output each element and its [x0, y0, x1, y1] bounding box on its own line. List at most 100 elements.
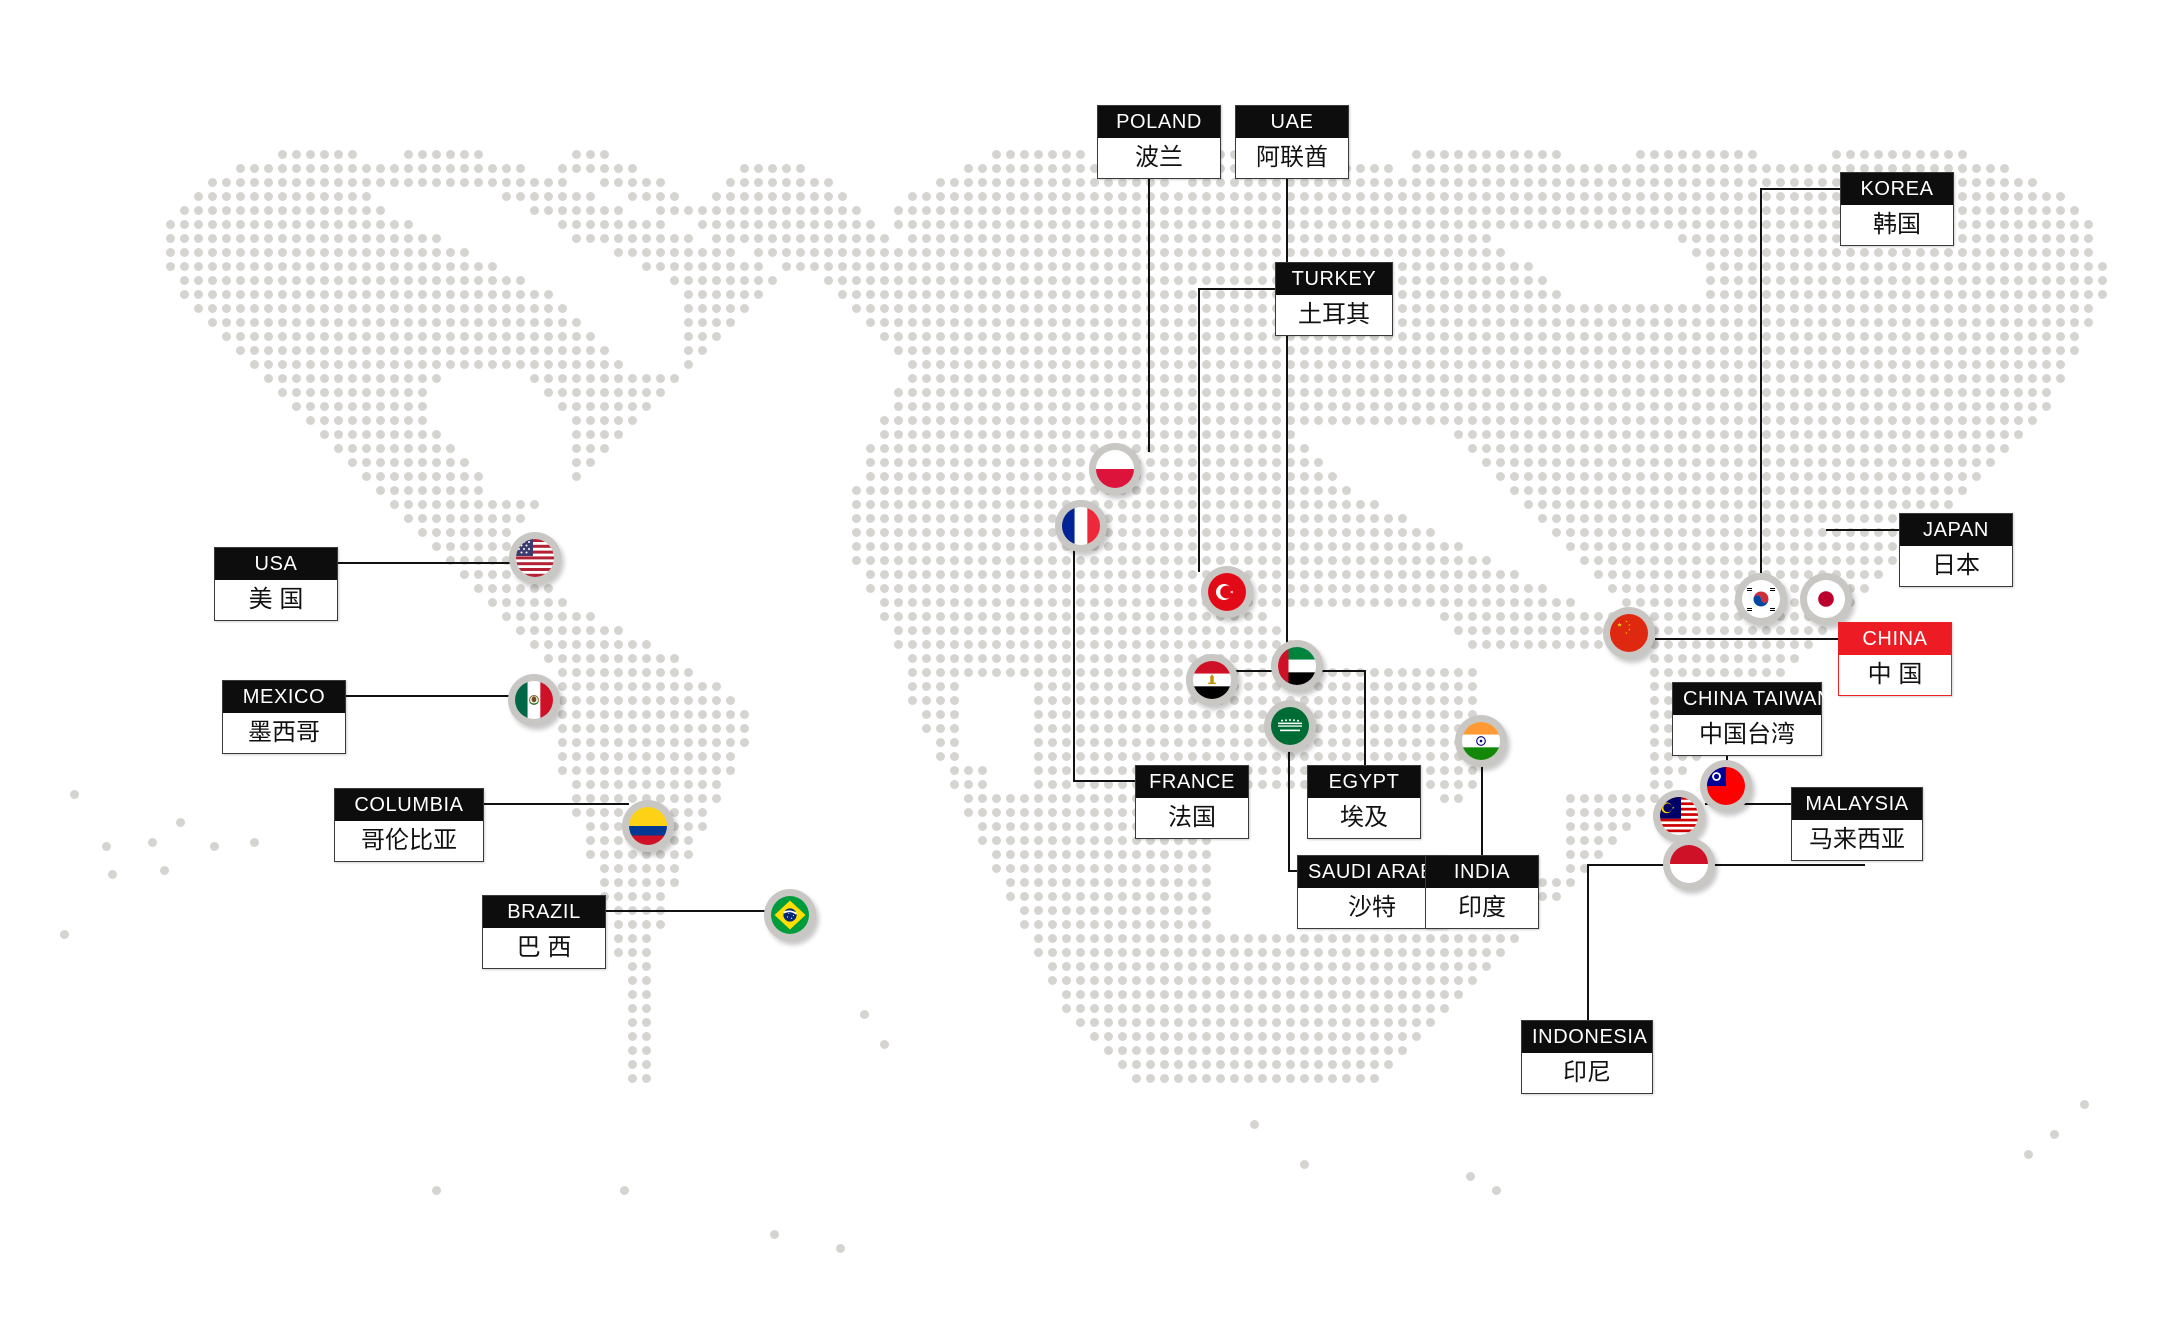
country-label-zh-malaysia: 马来西亚 [1792, 820, 1922, 860]
flag-marker-columbia[interactable] [622, 800, 674, 852]
country-label-en-egypt: EGYPT [1308, 766, 1420, 798]
country-label-en-uae: UAE [1236, 106, 1348, 138]
flag-saudi-icon [1271, 707, 1309, 745]
country-label-en-malaysia: MALAYSIA [1792, 788, 1922, 820]
country-label-mexico[interactable]: MEXICO 墨西哥 [222, 680, 346, 754]
country-label-zh-mexico: 墨西哥 [223, 713, 345, 753]
country-label-en-turkey: TURKEY [1276, 263, 1392, 295]
flag-india-icon [1462, 722, 1500, 760]
country-label-india[interactable]: INDIA 印度 [1425, 855, 1539, 929]
flag-marker-china_taiwan[interactable] [1700, 760, 1752, 812]
flag-taiwan-icon [1707, 767, 1745, 805]
connector-columbia [484, 803, 629, 805]
flag-marker-malaysia[interactable] [1653, 790, 1705, 842]
connector-indonesia [1587, 864, 1589, 1022]
country-label-zh-indonesia: 印尼 [1522, 1053, 1652, 1093]
country-label-zh-india: 印度 [1426, 888, 1538, 928]
flag-marker-mexico[interactable] [508, 674, 560, 726]
flag-marker-korea[interactable] [1735, 573, 1787, 625]
flag-marker-indonesia[interactable] [1663, 838, 1715, 890]
country-label-en-indonesia: INDONESIA [1522, 1021, 1652, 1053]
country-label-zh-china_taiwan: 中国台湾 [1673, 715, 1821, 755]
country-label-zh-brazil: 巴 西 [483, 928, 605, 968]
connector-china_taiwan [1726, 754, 1728, 764]
connector-china [1655, 638, 1840, 640]
connector-saudi_arabia [1288, 726, 1290, 872]
flag-marker-egypt[interactable] [1186, 654, 1238, 706]
connector-uae [1286, 177, 1288, 277]
country-label-indonesia[interactable]: INDONESIA 印尼 [1521, 1020, 1653, 1094]
flag-marker-uae[interactable] [1271, 640, 1323, 692]
connector-korea [1760, 188, 1842, 190]
country-label-en-china: CHINA [1839, 623, 1951, 655]
country-label-china_taiwan[interactable]: CHINA TAIWAN 中国台湾 [1672, 682, 1831, 756]
connector-turkey [1198, 288, 1200, 572]
connector-france [1073, 780, 1137, 782]
country-label-zh-turkey: 土耳其 [1276, 295, 1392, 335]
connector-usa [338, 562, 513, 564]
country-label-en-japan: JAPAN [1900, 514, 2012, 546]
flag-malaysia-icon [1660, 797, 1698, 835]
country-label-brazil[interactable]: BRAZIL 巴 西 [482, 895, 606, 969]
flag-marker-france[interactable] [1055, 500, 1107, 552]
flag-poland-icon [1096, 450, 1134, 488]
country-label-saudi_arabia[interactable]: SAUDI ARABIA 沙特 [1297, 855, 1454, 929]
flag-marker-japan[interactable] [1800, 573, 1852, 625]
country-label-korea[interactable]: KOREA 韩国 [1840, 172, 1954, 246]
country-label-usa[interactable]: USA 美 国 [214, 547, 338, 621]
country-label-poland[interactable]: POLAND 波兰 [1097, 105, 1221, 179]
connector-indonesia [1587, 864, 1717, 866]
connector-france [1073, 528, 1075, 782]
country-label-uae[interactable]: UAE 阿联酋 [1235, 105, 1349, 179]
connector-india [1481, 742, 1483, 857]
flag-brazil-icon [771, 896, 809, 934]
country-label-zh-korea: 韩国 [1841, 205, 1953, 245]
country-label-china[interactable]: CHINA 中 国 [1838, 622, 1952, 696]
flag-china-icon [1610, 614, 1648, 652]
country-label-zh-france: 法国 [1136, 798, 1248, 838]
country-label-turkey[interactable]: TURKEY 土耳其 [1275, 262, 1393, 336]
flag-marker-india[interactable] [1455, 715, 1507, 767]
country-label-en-saudi_arabia: SAUDI ARABIA [1298, 856, 1454, 888]
country-label-zh-egypt: 埃及 [1308, 798, 1420, 838]
flag-marker-brazil[interactable] [764, 889, 816, 941]
flag-usa-icon [516, 539, 554, 577]
country-label-en-mexico: MEXICO [223, 681, 345, 713]
country-label-en-usa: USA [215, 548, 337, 580]
country-label-en-india: INDIA [1426, 856, 1538, 888]
country-label-zh-china: 中 国 [1839, 655, 1951, 695]
connector-turkey [1198, 288, 1278, 290]
flag-japan-icon [1807, 580, 1845, 618]
flag-marker-saudi_arabia[interactable] [1264, 700, 1316, 752]
country-label-japan[interactable]: JAPAN 日本 [1899, 513, 2013, 587]
country-label-columbia[interactable]: COLUMBIA 哥伦比亚 [334, 788, 484, 862]
country-label-en-poland: POLAND [1098, 106, 1220, 138]
flag-marker-poland[interactable] [1089, 443, 1141, 495]
country-label-egypt[interactable]: EGYPT 埃及 [1307, 765, 1421, 839]
connector-poland [1148, 177, 1150, 452]
connector-malaysia [1705, 803, 1793, 805]
country-label-en-korea: KOREA [1841, 173, 1953, 205]
flag-marker-usa[interactable] [509, 532, 561, 584]
country-label-zh-saudi_arabia: 沙特 [1298, 888, 1446, 928]
connector-japan [1826, 529, 1901, 531]
flag-korea-icon [1742, 580, 1780, 618]
flag-marker-turkey[interactable] [1201, 566, 1253, 618]
flag-marker-china[interactable] [1603, 607, 1655, 659]
country-label-zh-uae: 阿联酋 [1236, 138, 1348, 178]
country-label-en-brazil: BRAZIL [483, 896, 605, 928]
flag-france-icon [1062, 507, 1100, 545]
country-label-en-france: FRANCE [1136, 766, 1248, 798]
country-label-malaysia[interactable]: MALAYSIA 马来西亚 [1791, 787, 1923, 861]
country-label-zh-japan: 日本 [1900, 546, 2012, 586]
flag-mexico-icon [515, 681, 553, 719]
connector-indonesia [1715, 864, 1865, 866]
flag-indonesia-icon [1670, 845, 1708, 883]
connector-egypt [1364, 670, 1366, 767]
connector-korea [1760, 188, 1762, 573]
country-label-france[interactable]: FRANCE 法国 [1135, 765, 1249, 839]
country-label-en-china_taiwan: CHINA TAIWAN [1673, 683, 1831, 715]
country-label-zh-poland: 波兰 [1098, 138, 1220, 178]
flag-turkey-icon [1208, 573, 1246, 611]
